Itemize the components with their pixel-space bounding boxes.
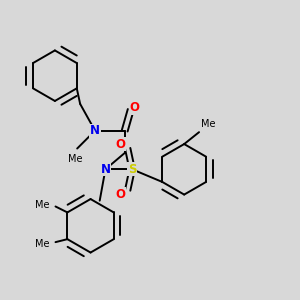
- Text: Me: Me: [35, 200, 50, 210]
- Text: S: S: [128, 163, 136, 176]
- Text: O: O: [129, 101, 139, 114]
- Text: O: O: [115, 188, 125, 201]
- Text: Me: Me: [200, 119, 215, 129]
- Text: Me: Me: [68, 154, 83, 164]
- Text: O: O: [115, 138, 125, 151]
- Text: N: N: [100, 163, 110, 176]
- Text: N: N: [90, 124, 100, 137]
- Text: Me: Me: [35, 238, 50, 249]
